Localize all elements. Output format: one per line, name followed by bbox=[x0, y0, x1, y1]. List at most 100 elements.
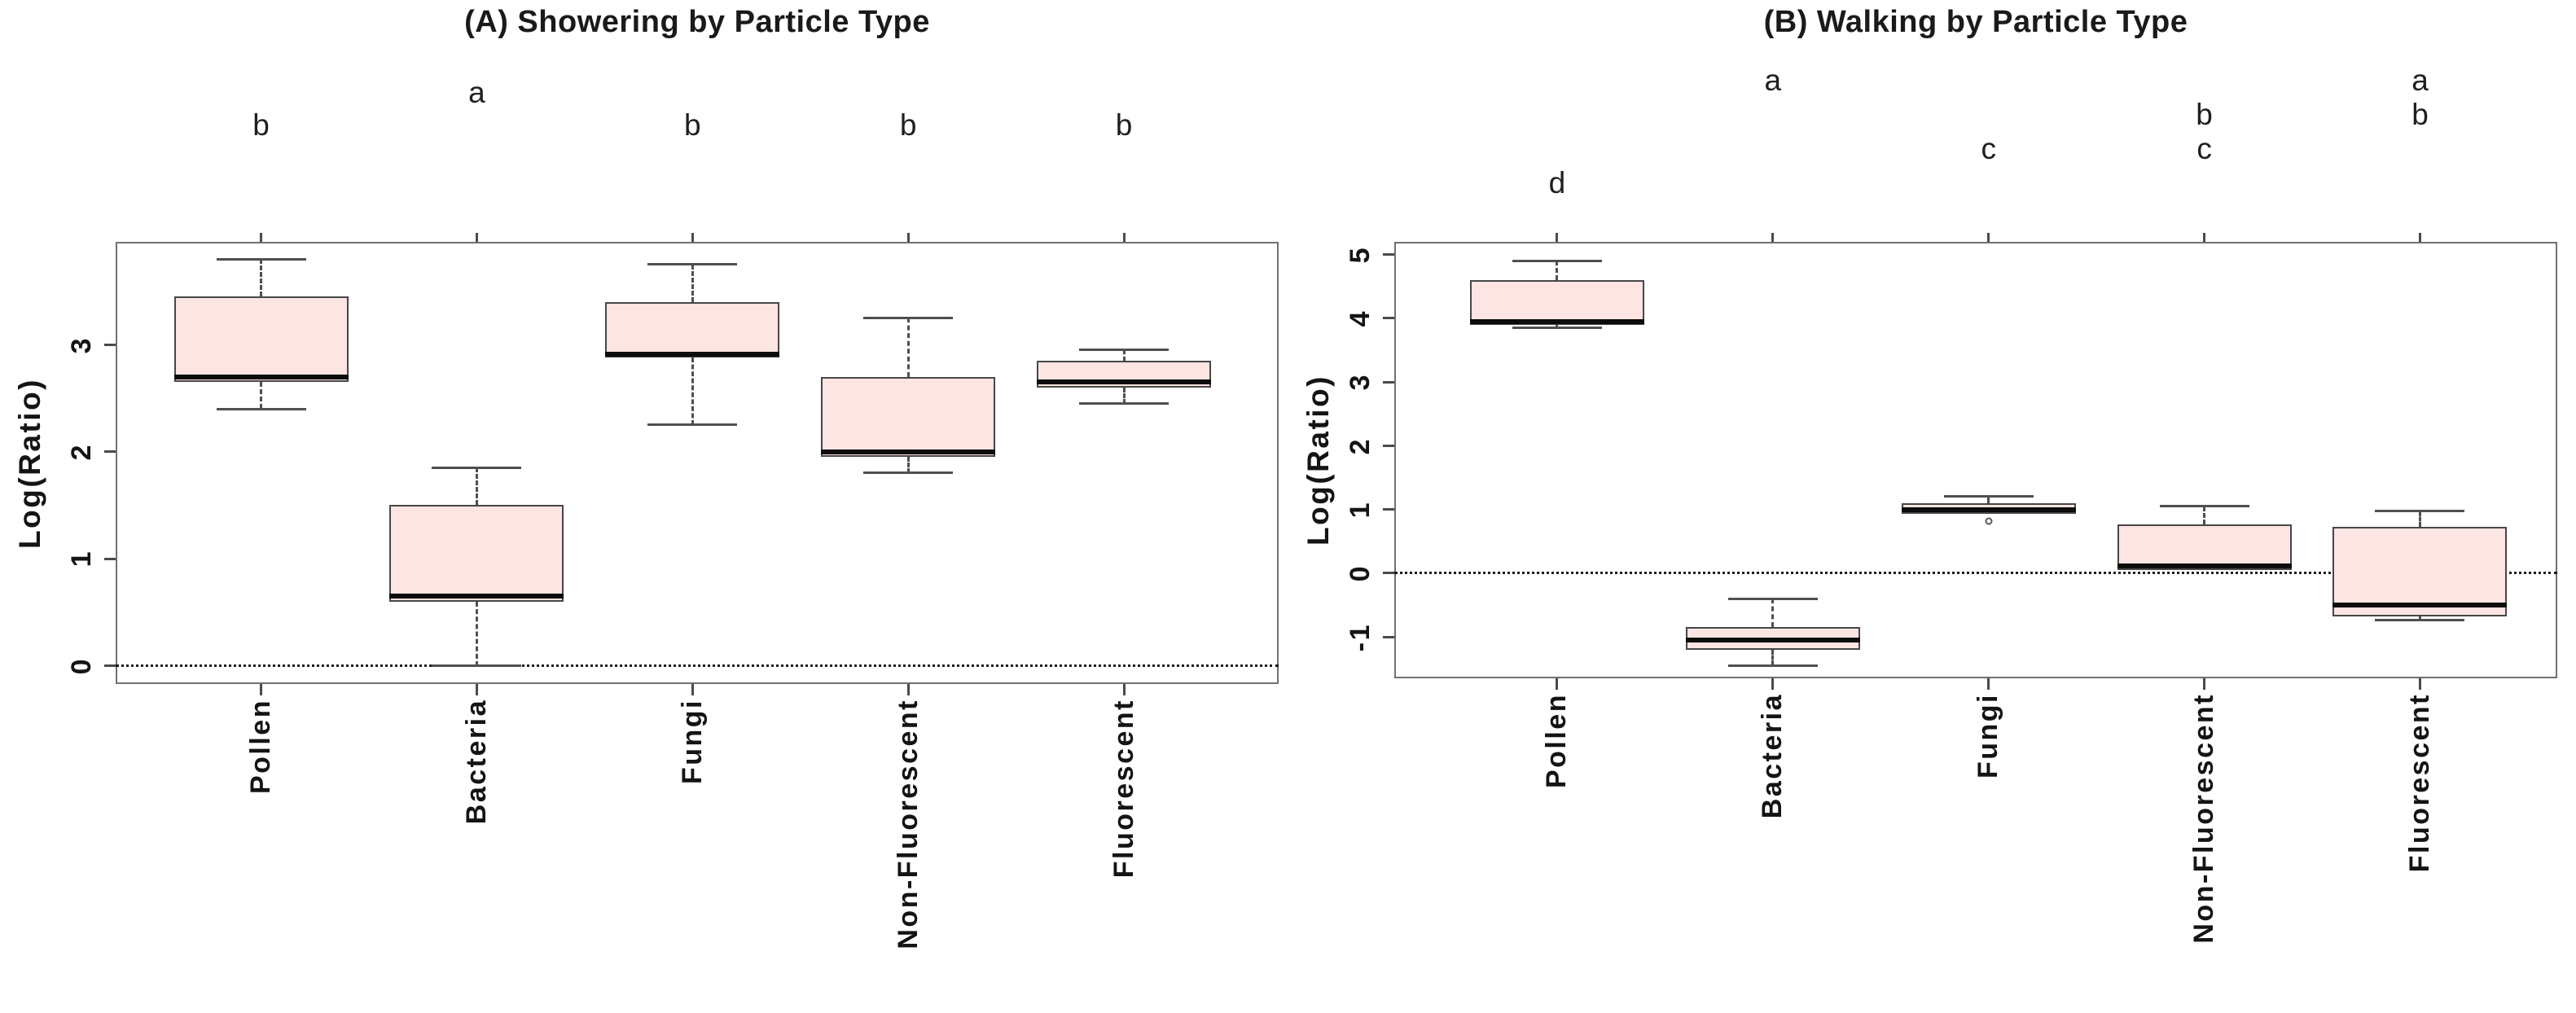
y-tick-label-text: 2 bbox=[66, 442, 97, 461]
reference-line-zero bbox=[116, 664, 1279, 667]
box-plot-box bbox=[1469, 279, 1644, 325]
significance-letter: c bbox=[2196, 132, 2212, 165]
median-line bbox=[2332, 603, 2508, 607]
whisker-cap-lower bbox=[1512, 327, 1602, 330]
whisker-cap-upper bbox=[863, 316, 954, 319]
y-tick-label-text: 1 bbox=[66, 550, 97, 568]
significance-letter: a bbox=[468, 76, 485, 109]
y-tick bbox=[104, 450, 116, 454]
y-tick-label-text: 4 bbox=[1345, 309, 1376, 327]
x-tick bbox=[906, 684, 910, 695]
whisker-lower bbox=[1771, 649, 1775, 666]
x-tick bbox=[1122, 684, 1126, 695]
x-tick bbox=[475, 684, 478, 695]
x-tick bbox=[2418, 678, 2421, 690]
whisker-cap-upper bbox=[647, 263, 738, 266]
whisker-upper bbox=[691, 264, 694, 302]
whisker-lower bbox=[260, 382, 262, 410]
y-tick-label-text: 3 bbox=[66, 335, 97, 353]
x-tick-top bbox=[2203, 233, 2206, 242]
panel-walking: (B) Walking by Particle Type Log(Ratio) … bbox=[1288, 0, 2576, 1013]
box-plot-box bbox=[2332, 526, 2508, 617]
y-tick-label-text: 0 bbox=[66, 656, 97, 675]
significance-letter: a bbox=[1764, 64, 1782, 97]
plot-frame bbox=[1394, 242, 2557, 678]
median-line bbox=[173, 374, 349, 379]
significance-letter: b bbox=[1115, 108, 1133, 142]
significance-letter: b bbox=[899, 108, 917, 142]
significance-letter: a bbox=[2411, 64, 2429, 97]
x-tick-top bbox=[2418, 233, 2421, 242]
y-tick bbox=[104, 557, 116, 560]
whisker-cap-lower bbox=[216, 407, 306, 410]
whisker-cap-lower bbox=[432, 664, 522, 668]
y-tick bbox=[1383, 508, 1394, 511]
whisker-cap-upper bbox=[2375, 510, 2465, 513]
y-tick-label-text: -1 bbox=[1345, 622, 1376, 651]
box-plot-box bbox=[389, 505, 564, 602]
whisker-upper bbox=[2203, 506, 2206, 524]
chart-title: (B) Walking by Particle Type bbox=[1763, 5, 2188, 39]
whisker-cap-upper bbox=[1512, 259, 1602, 262]
y-tick bbox=[1383, 572, 1394, 575]
x-tick-top bbox=[691, 233, 694, 242]
whisker-cap-upper bbox=[2159, 505, 2249, 508]
whisker-lower bbox=[906, 457, 910, 473]
median-line bbox=[1469, 318, 1644, 324]
y-tick bbox=[104, 664, 116, 668]
x-tick bbox=[1987, 678, 1990, 690]
median-line bbox=[2117, 563, 2292, 568]
x-tick bbox=[1556, 678, 1559, 690]
x-category-label-text: Non-Fluorescent bbox=[2188, 693, 2220, 944]
whisker-cap-lower bbox=[2375, 619, 2465, 622]
y-tick bbox=[1383, 253, 1394, 257]
whisker-upper bbox=[1556, 261, 1559, 280]
median-line bbox=[1685, 638, 1860, 643]
x-category-label-text: Pollen bbox=[245, 699, 276, 795]
whisker-lower bbox=[1556, 324, 1559, 328]
whisker-lower bbox=[475, 601, 478, 666]
whisker-upper bbox=[260, 259, 262, 297]
y-axis-label-text: Log(Ratio) bbox=[13, 377, 46, 549]
whisker-upper bbox=[1771, 599, 1775, 628]
x-tick bbox=[1771, 678, 1775, 690]
y-tick bbox=[104, 343, 116, 346]
significance-letter: b bbox=[2411, 98, 2429, 131]
whisker-upper bbox=[906, 318, 910, 377]
y-tick-label-text: 2 bbox=[1345, 436, 1376, 455]
whisker-cap-upper bbox=[1943, 495, 2034, 498]
x-tick-top bbox=[1556, 233, 1559, 242]
significance-letter: b bbox=[683, 108, 701, 142]
box-plot-box bbox=[173, 296, 349, 383]
outlier-point bbox=[1985, 517, 1993, 525]
whisker-upper bbox=[1122, 349, 1126, 361]
whisker-cap-lower bbox=[863, 471, 954, 475]
whisker-cap-upper bbox=[216, 257, 306, 261]
significance-letter: d bbox=[1548, 166, 1566, 200]
box-plot-box bbox=[605, 301, 780, 357]
whisker-cap-upper bbox=[1079, 349, 1170, 352]
x-tick-top bbox=[260, 233, 262, 242]
significance-letter: b bbox=[252, 108, 270, 142]
y-tick-label-text: 0 bbox=[1345, 564, 1376, 582]
chart-title: (A) Showering by Particle Type bbox=[464, 5, 930, 39]
whisker-lower bbox=[2418, 616, 2421, 621]
median-line bbox=[821, 449, 996, 454]
y-tick bbox=[1383, 317, 1394, 320]
box-plot-box bbox=[821, 376, 996, 458]
y-tick-label-text: 5 bbox=[1345, 245, 1376, 264]
whisker-cap-lower bbox=[647, 423, 738, 427]
y-axis-label-text: Log(Ratio) bbox=[1301, 375, 1335, 546]
whisker-lower bbox=[1122, 387, 1126, 404]
reference-line-zero bbox=[1394, 571, 2557, 574]
significance-letter: c bbox=[1981, 132, 1996, 165]
x-tick-top bbox=[1987, 233, 1990, 242]
median-line bbox=[605, 351, 780, 357]
y-tick-label-text: 3 bbox=[1345, 373, 1376, 391]
plot-frame bbox=[116, 242, 1279, 684]
x-category-label-text: Fluorescent bbox=[2403, 693, 2435, 873]
significance-letter: b bbox=[2196, 98, 2213, 131]
whisker-cap-upper bbox=[432, 466, 522, 469]
x-tick bbox=[260, 684, 262, 695]
